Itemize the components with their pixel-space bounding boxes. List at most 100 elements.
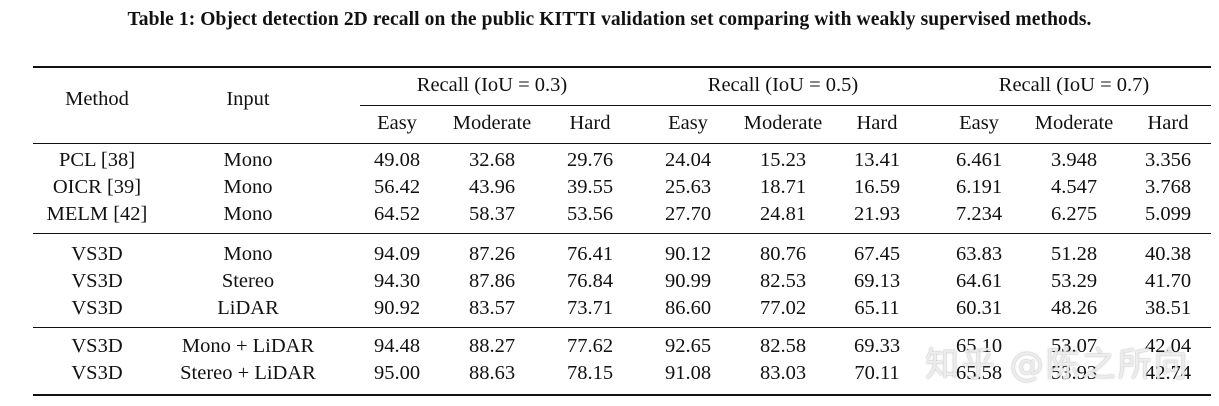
cell-value: 83.57 [468, 297, 516, 319]
cell-value: 67.45 [853, 243, 901, 265]
cell-method: VS3D [71, 362, 123, 384]
cell-value: 40.38 [1144, 243, 1192, 265]
header-group-iou-0.7: Recall (IoU = 0.7) [998, 74, 1150, 96]
cell-value: 92.65 [664, 335, 712, 357]
cell-value: 78.15 [566, 362, 614, 384]
cell-value: 56.42 [373, 176, 421, 198]
cell-value: 16.59 [853, 176, 901, 198]
section-rule-1 [33, 233, 1211, 234]
cell-value: 90.92 [373, 297, 421, 319]
top-rule [33, 66, 1211, 68]
cell-value: 64.52 [373, 203, 421, 225]
cell-value: 94.30 [373, 270, 421, 292]
cell-method: VS3D [71, 243, 123, 265]
cell-method: OICR [39] [52, 176, 142, 198]
cell-value: 25.63 [664, 176, 712, 198]
cell-value: 69.33 [853, 335, 901, 357]
watermark: 知乎 @陈之所向 [925, 345, 1190, 385]
cell-value: 51.28 [1050, 243, 1098, 265]
cell-value: 91.08 [664, 362, 712, 384]
cell-value: 94.09 [373, 243, 421, 265]
cell-value: 73.71 [566, 297, 614, 319]
cell-value: 3.768 [1144, 176, 1192, 198]
cell-method: VS3D [71, 270, 123, 292]
header-group-iou-0.5: Recall (IoU = 0.5) [707, 74, 859, 96]
subheader-hard: Hard [1147, 112, 1189, 134]
cell-value: 18.71 [759, 176, 807, 198]
cell-value: 87.26 [468, 243, 516, 265]
cell-input: LiDAR [217, 297, 279, 319]
cell-method: MELM [42] [46, 203, 148, 225]
cell-value: 27.70 [664, 203, 712, 225]
cell-value: 70.11 [854, 362, 900, 384]
cell-value: 53.07 [1050, 335, 1098, 357]
cell-value: 76.84 [566, 270, 614, 292]
cell-input: Stereo [221, 270, 275, 292]
section-rule-2 [33, 327, 1211, 328]
cell-value: 3.948 [1050, 149, 1098, 171]
cell-input: Mono [223, 243, 273, 265]
cell-value: 41.70 [1144, 270, 1192, 292]
subheader-easy: Easy [668, 112, 708, 134]
cell-value: 48.26 [1050, 297, 1098, 319]
cell-value: 90.12 [664, 243, 712, 265]
subheader-hard: Hard [856, 112, 898, 134]
subheader-hard: Hard [569, 112, 611, 134]
header-method: Method [65, 88, 129, 110]
cell-method: VS3D [71, 335, 123, 357]
cell-value: 76.41 [566, 243, 614, 265]
cell-value: 53.56 [566, 203, 614, 225]
cell-value: 80.76 [759, 243, 807, 265]
cell-value: 3.356 [1144, 149, 1192, 171]
cell-value: 77.62 [566, 335, 614, 357]
cell-value: 95.00 [373, 362, 421, 384]
cell-input: Mono + LiDAR [181, 335, 315, 357]
subheader-moderate: Moderate [452, 112, 532, 134]
cell-value: 15.23 [759, 149, 807, 171]
cell-value: 77.02 [759, 297, 807, 319]
cell-value: 4.547 [1050, 176, 1098, 198]
cell-input: Mono [223, 176, 273, 198]
cell-value: 39.55 [566, 176, 614, 198]
cell-method: VS3D [71, 297, 123, 319]
cell-value: 65.58 [955, 362, 1003, 384]
cell-value: 94.48 [373, 335, 421, 357]
subheader-easy: Easy [959, 112, 999, 134]
cell-value: 7.234 [955, 203, 1003, 225]
cell-value: 86.60 [664, 297, 712, 319]
cell-value: 63.83 [955, 243, 1003, 265]
cell-value: 49.08 [373, 149, 421, 171]
cell-value: 43.96 [468, 176, 516, 198]
cell-value: 21.93 [853, 203, 901, 225]
cell-value: 5.099 [1144, 203, 1192, 225]
cell-value: 53.29 [1050, 270, 1098, 292]
cell-value: 83.03 [759, 362, 807, 384]
cell-value: 60.31 [955, 297, 1003, 319]
cell-value: 82.58 [759, 335, 807, 357]
cell-value: 88.63 [468, 362, 516, 384]
group-header-rule [360, 105, 1211, 106]
cell-value: 53.93 [1050, 362, 1098, 384]
cell-value: 65.11 [854, 297, 900, 319]
cell-value: 65.10 [955, 335, 1003, 357]
cell-value: 6.461 [955, 149, 1003, 171]
cell-value: 24.81 [759, 203, 807, 225]
cell-value: 13.41 [853, 149, 901, 171]
cell-value: 6.275 [1050, 203, 1098, 225]
header-rule [33, 143, 1211, 144]
subheader-moderate: Moderate [1034, 112, 1114, 134]
table-caption: Table 1: Object detection 2D recall on t… [127, 9, 1092, 30]
cell-method: PCL [38] [58, 149, 136, 171]
cell-value: 42.04 [1144, 335, 1192, 357]
cell-value: 88.27 [468, 335, 516, 357]
cell-value: 58.37 [468, 203, 516, 225]
cell-input: Mono [223, 149, 273, 171]
bottom-rule [33, 394, 1211, 396]
cell-value: 64.61 [955, 270, 1003, 292]
cell-value: 90.99 [664, 270, 712, 292]
cell-value: 87.86 [468, 270, 516, 292]
cell-value: 69.13 [853, 270, 901, 292]
cell-value: 29.76 [566, 149, 614, 171]
cell-value: 32.68 [468, 149, 516, 171]
subheader-easy: Easy [377, 112, 417, 134]
